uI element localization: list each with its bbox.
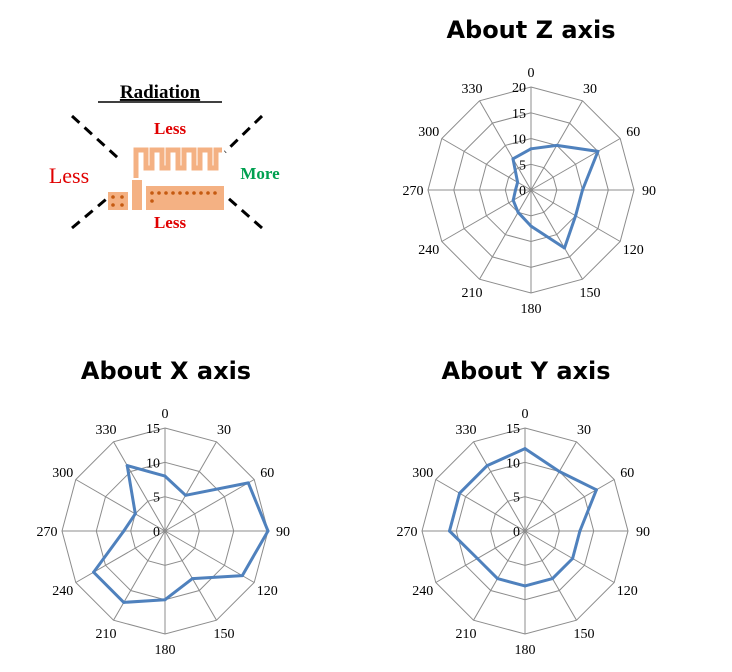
label-less-bottom: Less bbox=[154, 213, 187, 232]
dashed-line-top-left bbox=[70, 114, 120, 160]
label-more-right: More bbox=[240, 164, 280, 183]
chart-title-x: About X axis bbox=[80, 357, 252, 385]
chart-title-z: About Z axis bbox=[446, 16, 616, 44]
dashed-line-bottom-right bbox=[227, 196, 263, 230]
label-less-left: Less bbox=[49, 163, 89, 188]
dashed-line-bottom-left bbox=[71, 194, 111, 230]
label-less-top: Less bbox=[154, 119, 187, 138]
dashed-line-top-right bbox=[223, 114, 264, 154]
antenna-pcb-icon bbox=[108, 147, 224, 210]
radiation-heading: Radiation bbox=[120, 82, 201, 103]
chart-title-y: About Y axis bbox=[441, 357, 611, 385]
